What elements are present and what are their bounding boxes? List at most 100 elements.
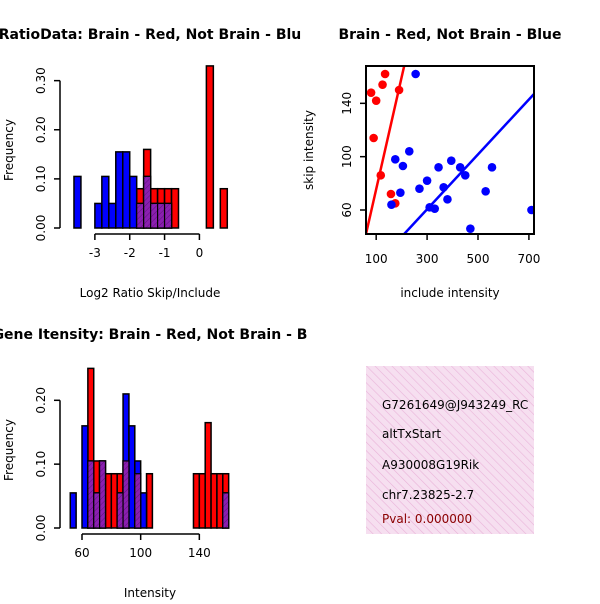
not-brain-point-11 xyxy=(439,183,448,192)
scatter-xlabel: include intensity xyxy=(400,286,499,300)
brain-point-4 xyxy=(378,80,387,89)
not-brain-bar-6 xyxy=(128,175,138,229)
not-brain-point-17 xyxy=(481,187,490,196)
x-tick-label-1: 100 xyxy=(129,546,152,560)
scatter-y-tick-label-1: 100 xyxy=(340,145,354,168)
not-brain-bar-0 xyxy=(73,175,82,229)
scatter-y-tick-label-2: 140 xyxy=(340,92,354,115)
brain-bar-6 xyxy=(205,65,215,229)
brain-bar-7 xyxy=(219,187,229,229)
overlap-bar-0 xyxy=(87,460,95,529)
ratio-histogram-title: RatioData: Brain - Red, Not Brain - Blu xyxy=(0,27,301,43)
brain-point-6 xyxy=(386,189,396,199)
intensity-histogram-title: Gene Itensity: Brain - Red, Not Brain - … xyxy=(0,327,307,343)
not-brain-point-3 xyxy=(398,161,408,171)
brain-point-2 xyxy=(371,96,381,105)
overlap-bar-4 xyxy=(163,202,173,229)
not-brain-point-0 xyxy=(387,200,396,209)
scatter-ylabel: skip intensity xyxy=(302,110,316,190)
scatter-x-tick-label-3: 700 xyxy=(517,252,540,266)
scatter-x-tick-label-1: 300 xyxy=(416,252,439,266)
ratio-histogram-panel: RatioData: Brain - Red, Not Brain - Blu … xyxy=(0,27,301,300)
overlap-bar-1 xyxy=(143,175,152,229)
brain-point-5 xyxy=(380,69,390,79)
info-gene-id: G7261649@J943249_RC xyxy=(382,398,528,412)
brain-bar-13 xyxy=(216,472,224,529)
y-tick-label-2: 0.20 xyxy=(34,116,48,143)
not-brain-point-2 xyxy=(396,188,405,197)
scatter-inner xyxy=(366,66,534,234)
not-brain-bar-4 xyxy=(115,151,124,229)
scatter-title: Brain - Red, Not Brain - Blue xyxy=(338,27,561,43)
intensity-histogram-xlabel: Intensity xyxy=(124,586,176,600)
not-brain-point-13 xyxy=(446,156,456,165)
not-brain-point-1 xyxy=(390,155,400,164)
intensity-scatter-panel: Brain - Red, Not Brain - Blue include in… xyxy=(302,27,562,300)
intensity-histogram-plot: 60 100 140 0.00 0.10 0.20 xyxy=(34,367,230,560)
not-brain-point-6 xyxy=(415,184,424,193)
overlap-bar-5 xyxy=(134,473,142,529)
brain-bar-11 xyxy=(204,421,212,529)
overlap-bar-2 xyxy=(150,202,159,229)
not-brain-point-5 xyxy=(411,69,420,79)
info-pval: Pval: 0.000000 xyxy=(382,512,472,526)
not-brain-bar-5 xyxy=(122,151,131,229)
brain-bar-4 xyxy=(110,472,118,529)
overlap-bar-3 xyxy=(116,492,124,529)
not-brain-bar-1 xyxy=(81,425,89,529)
not-brain-point-14 xyxy=(455,163,465,172)
overlap-bar-4 xyxy=(122,460,130,529)
not-brain-point-12 xyxy=(443,195,452,204)
scatter-y-tick-label-0: 60 xyxy=(340,202,354,217)
y-tick-label-2: 0.20 xyxy=(34,387,48,414)
not-brain-point-18 xyxy=(487,163,497,172)
not-brain-point-19 xyxy=(527,205,534,215)
not-brain-bar-1 xyxy=(94,202,103,229)
overlap-bar-3 xyxy=(156,202,166,229)
brain-bar-5 xyxy=(170,187,180,229)
brain-point-8 xyxy=(394,85,404,95)
overlap-bar-6 xyxy=(222,492,230,529)
ratio-histogram-ylabel: Frequency xyxy=(2,119,16,181)
y-tick-label-0: 0.00 xyxy=(34,515,48,542)
not-brain-bar-3 xyxy=(108,202,117,229)
brain-point-3 xyxy=(376,171,386,180)
y-tick-label-1: 0.10 xyxy=(34,451,48,478)
ratio-histogram-xlabel: Log2 Ratio Skip/Include xyxy=(80,286,221,300)
x-tick-label-1: -2 xyxy=(124,246,136,260)
ratio-histogram-plot: -3 -2 -1 0 0.00 0.10 0.20 0.30 xyxy=(34,65,229,260)
scatter-frame xyxy=(365,65,535,235)
not-brain-point-9 xyxy=(430,204,440,213)
intensity-histogram-panel: Gene Itensity: Brain - Red, Not Brain - … xyxy=(0,327,307,600)
x-tick-label-3: 0 xyxy=(196,246,204,260)
scatter-x-tick-label-0: 100 xyxy=(365,252,388,266)
scatter-x-tick-label-2: 500 xyxy=(467,252,490,266)
brain-bar-9 xyxy=(192,472,201,529)
not-brain-bar-7 xyxy=(128,425,136,529)
brain-point-0 xyxy=(366,88,376,97)
brain-point-1 xyxy=(369,133,378,143)
not-brain-bar-0 xyxy=(69,492,77,529)
scatter-plot: 100 300 500 700 60 100 140 xyxy=(340,65,540,266)
not-brain-point-10 xyxy=(434,163,443,172)
not-brain-fit-line xyxy=(403,93,534,234)
x-tick-label-2: -1 xyxy=(159,246,171,260)
brain-bar-12 xyxy=(210,472,218,529)
info-event-type: altTxStart xyxy=(382,427,441,441)
intensity-histogram-ylabel: Frequency xyxy=(2,419,16,481)
info-location: chr7.23825-2.7 xyxy=(382,488,474,502)
not-brain-point-15 xyxy=(460,171,470,180)
not-brain-point-4 xyxy=(404,147,414,156)
y-tick-label-0: 0.00 xyxy=(34,215,48,242)
not-brain-point-7 xyxy=(422,176,432,185)
not-brain-bar-9 xyxy=(139,492,148,529)
info-box: G7261649@J943249_RC altTxStart A930008G1… xyxy=(366,366,534,534)
x-tick-label-0: 60 xyxy=(74,546,89,560)
not-brain-bar-2 xyxy=(101,175,110,229)
not-brain-point-16 xyxy=(466,224,475,233)
overlap-bar-1 xyxy=(93,492,101,529)
overlap-bar-2 xyxy=(98,460,107,529)
info-gene-name: A930008G19Rik xyxy=(382,458,479,472)
brain-bar-3 xyxy=(104,472,113,529)
